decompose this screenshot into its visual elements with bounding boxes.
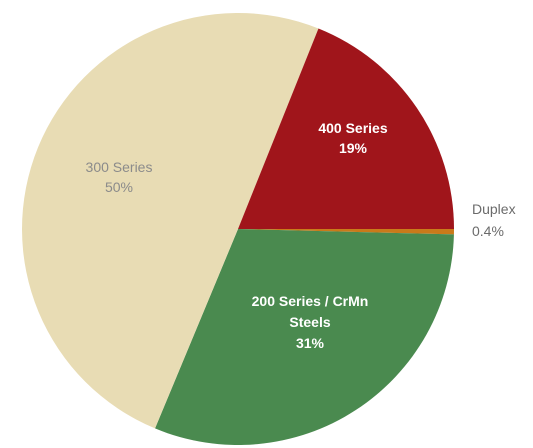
pie-label-duplex: Duplex 0.4% — [472, 201, 516, 239]
pie-label-value: 31% — [296, 335, 325, 351]
pie-slice-200-series-crmn-steels — [155, 229, 454, 445]
pie-label-name: 400 Series — [318, 120, 387, 136]
pie-labels: Duplex 0.4% 200 Series / CrMn Steels 31% 300 … — [86, 120, 516, 351]
pie-label-name: Duplex — [472, 201, 516, 217]
pie-label-value: 19% — [339, 140, 368, 156]
pie-label-value: 50% — [105, 179, 133, 195]
pie-slices — [22, 13, 454, 445]
pie-label-name: 200 Series / CrMn — [252, 293, 369, 309]
pie-label-name: 300 Series — [86, 159, 153, 175]
pie-slice-duplex — [238, 229, 454, 235]
pie-label-value: 0.4% — [472, 223, 504, 239]
pie-label-name: Steels — [289, 314, 330, 330]
pie-slice-400-series — [238, 28, 454, 229]
pie-label-300-series: 300 Series 50% — [86, 159, 153, 195]
pie-slice-300-series — [22, 13, 319, 429]
pie-label-400-series: 400 Series 19% — [318, 120, 387, 156]
pie-label-200-series-crmn-steels: 200 Series / CrMn Steels 31% — [252, 293, 369, 351]
